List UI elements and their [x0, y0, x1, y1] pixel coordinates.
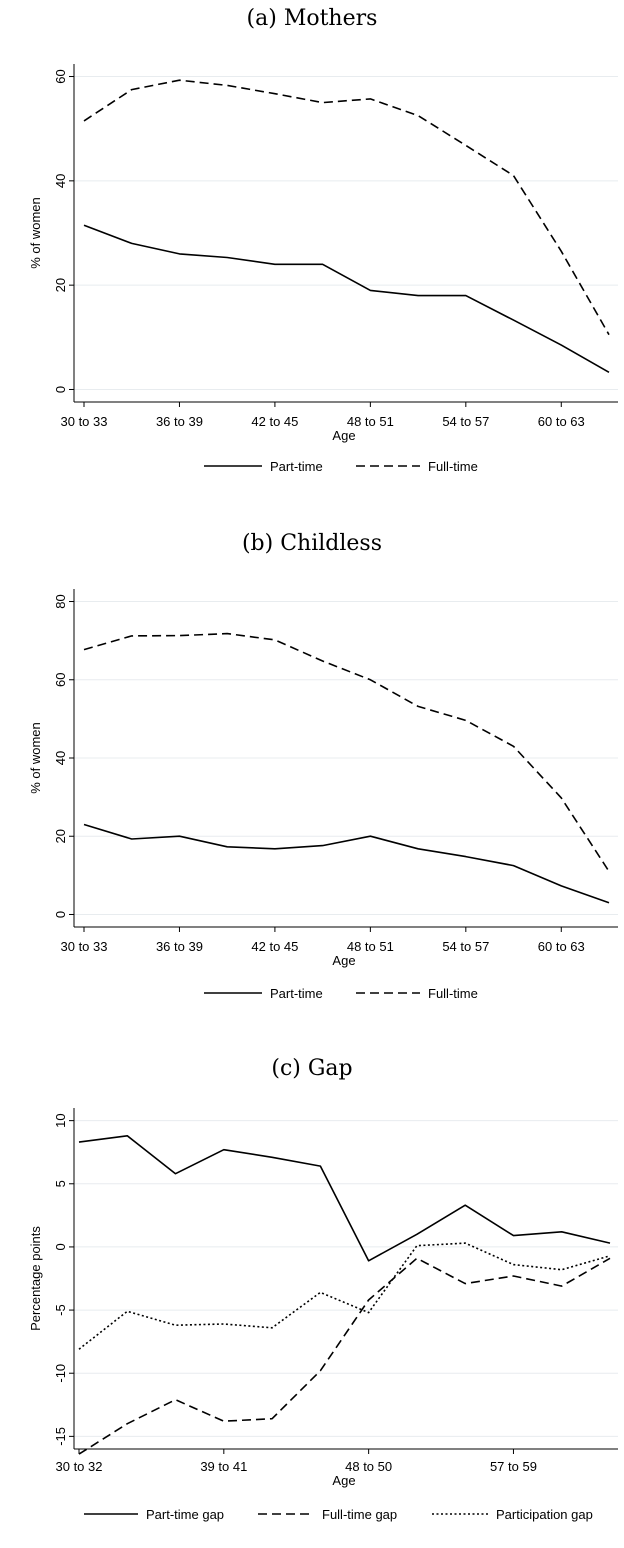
series-line — [83, 224, 610, 373]
x-axis-title: Age — [332, 953, 355, 968]
panel-b-title: (b) Childless — [241, 531, 383, 556]
legend-label: Full-time gap — [322, 1507, 397, 1522]
legend-label: Full-time — [428, 459, 478, 474]
y-tick-label: 80 — [53, 594, 68, 608]
x-tick-label: 54 to 57 — [442, 939, 489, 954]
x-tick-label: 48 to 50 — [345, 1459, 392, 1474]
legend-label: Participation gap — [496, 1507, 593, 1522]
y-axis-title: % of women — [28, 197, 43, 269]
legend-label: Part-time — [270, 986, 323, 1001]
y-axis-title: % of women — [28, 722, 43, 794]
y-tick-label: 10 — [53, 1113, 68, 1127]
chart-mothers: 0 20 40 60 % of women 30 to 33 36 to 39 42 to 4… — [28, 64, 618, 474]
x-tick-label: 30 to 32 — [56, 1459, 103, 1474]
series-line — [78, 1242, 611, 1350]
x-tick-label: 48 to 51 — [347, 414, 394, 429]
x-tick-label: 36 to 39 — [156, 414, 203, 429]
x-tick-label: 54 to 57 — [442, 414, 489, 429]
series-line — [78, 1257, 611, 1455]
x-tick-label: 30 to 33 — [61, 414, 108, 429]
y-tick-label: 0 — [53, 1243, 68, 1250]
x-tick-label: 42 to 45 — [251, 939, 298, 954]
x-tick-label: 36 to 39 — [156, 939, 203, 954]
y-tick-label: 40 — [53, 751, 68, 765]
series-line — [83, 79, 610, 336]
y-tick-label: 60 — [53, 69, 68, 83]
y-tick-label: -15 — [53, 1427, 68, 1446]
legend-label: Part-time gap — [146, 1507, 224, 1522]
y-tick-label: 0 — [53, 911, 68, 918]
legend-label: Part-time — [270, 459, 323, 474]
y-tick-label: 20 — [53, 829, 68, 843]
y-tick-label: 5 — [53, 1180, 68, 1187]
y-tick-label: 0 — [53, 386, 68, 393]
y-tick-label: 60 — [53, 673, 68, 687]
panel-c-title: (c) Gap — [271, 1056, 353, 1081]
x-tick-label: 60 to 63 — [538, 939, 585, 954]
y-tick-label: -5 — [53, 1304, 68, 1316]
chart-gap: -15 -10 -5 0 5 10 Percentage points 30 to 32 39 … — [28, 1108, 618, 1522]
y-tick-label: 20 — [53, 278, 68, 292]
x-axis-title: Age — [332, 1473, 355, 1488]
x-tick-label: 30 to 33 — [61, 939, 108, 954]
y-tick-label: 40 — [53, 174, 68, 188]
legend-label: Full-time — [428, 986, 478, 1001]
panel-a-title: (a) Mothers — [246, 6, 378, 31]
x-tick-label: 42 to 45 — [251, 414, 298, 429]
chart-childless: 0 20 40 60 80 % of women 30 to 33 36 to 39 42 to… — [28, 589, 618, 1001]
y-tick-label: -10 — [53, 1364, 68, 1383]
series-line — [83, 632, 610, 872]
x-axis-title: Age — [332, 428, 355, 443]
x-tick-label: 57 to 59 — [490, 1459, 537, 1474]
x-tick-label: 39 to 41 — [200, 1459, 247, 1474]
x-tick-label: 60 to 63 — [538, 414, 585, 429]
y-axis-title: Percentage points — [28, 1226, 43, 1331]
series-line — [83, 823, 610, 904]
x-tick-label: 48 to 51 — [347, 939, 394, 954]
series-line — [78, 1134, 611, 1262]
